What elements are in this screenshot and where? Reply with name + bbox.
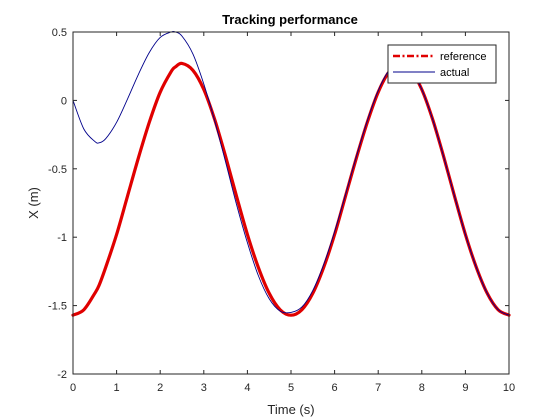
legend-label-reference: reference bbox=[440, 51, 486, 63]
x-tick-label: 8 bbox=[419, 382, 425, 394]
y-tick-label: -0.5 bbox=[48, 164, 67, 176]
x-axis-ticks: 0 1 2 3 4 5 6 7 8 9 10 bbox=[70, 32, 515, 394]
x-tick-label: 6 bbox=[332, 382, 338, 394]
y-tick-label: 0.5 bbox=[52, 27, 67, 39]
x-tick-label: 1 bbox=[114, 382, 120, 394]
legend-label-actual: actual bbox=[440, 67, 469, 79]
x-tick-label: 3 bbox=[201, 382, 207, 394]
y-axis-ticks: -2 -1.5 -1 -0.5 0 0.5 bbox=[48, 27, 509, 381]
series-lines bbox=[71, 30, 511, 317]
legend: reference actual bbox=[387, 44, 497, 84]
x-tick-label: 4 bbox=[244, 382, 250, 394]
y-tick-label: -1 bbox=[57, 232, 67, 244]
y-axis-label: X (m) bbox=[26, 187, 41, 219]
x-tick-label: 9 bbox=[462, 382, 468, 394]
y-tick-label: 0 bbox=[61, 95, 67, 107]
x-tick-label: 2 bbox=[157, 382, 163, 394]
y-tick-label: -1.5 bbox=[48, 301, 67, 313]
chart-title: Tracking performance bbox=[222, 12, 358, 27]
y-tick-label: -2 bbox=[57, 369, 67, 381]
x-tick-label: 0 bbox=[70, 382, 76, 394]
x-tick-label: 5 bbox=[288, 382, 294, 394]
x-tick-label: 10 bbox=[503, 382, 515, 394]
plot-area bbox=[73, 32, 509, 374]
x-tick-label: 7 bbox=[375, 382, 381, 394]
legend-box bbox=[387, 44, 497, 84]
series-line-actual bbox=[72, 30, 510, 316]
x-axis-label: Time (s) bbox=[267, 402, 314, 417]
